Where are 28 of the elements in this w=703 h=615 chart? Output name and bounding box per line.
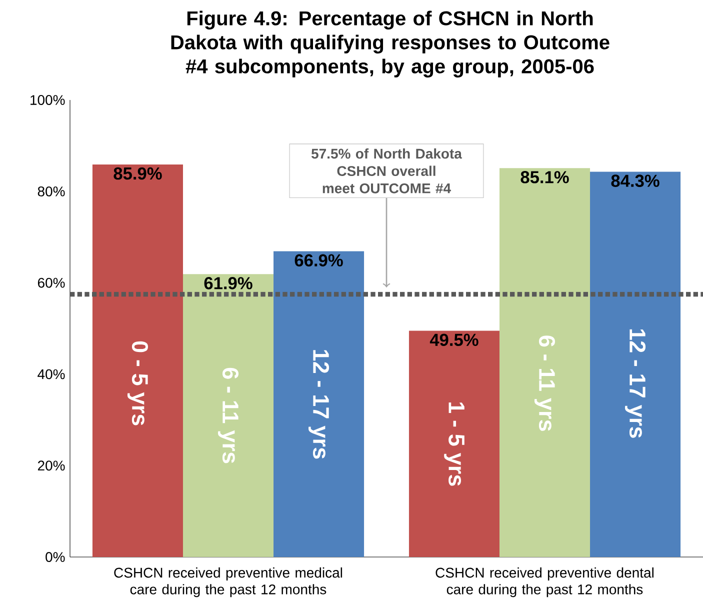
bar — [590, 172, 681, 558]
chart-title: Figure 4.9: Percentage of CSHCN in North Dakota with qualifying responses to Outcome #4 subcomponents, by age group, 2005-06 — [171, 10, 610, 78]
bar — [92, 164, 183, 558]
x-tick-label: CSHCN received preventive dental care during the past 12 months — [436, 567, 654, 598]
bar — [408, 330, 500, 558]
ref-line-label: 57.5% of North Dakota CSHCN overall meet OUTCOME #4 — [311, 148, 462, 194]
y-tick-label: 100% — [30, 95, 65, 105]
y-tick-label: 0% — [46, 552, 65, 562]
data-label: 85.9% — [114, 167, 162, 180]
bar — [499, 168, 590, 558]
bar — [182, 274, 274, 558]
data-label: 66.9% — [294, 254, 343, 266]
bar — [274, 251, 364, 558]
data-label: 49.5% — [430, 334, 478, 346]
annotation: 6 - 11 yrs — [534, 336, 556, 431]
data-label: 84.3% — [611, 174, 660, 187]
y-tick-label: 20% — [38, 460, 65, 471]
y-tick-label: 80% — [38, 186, 65, 196]
x-tick-label: CSHCN received preventive medical care during the past 12 months — [114, 567, 342, 598]
annotation: 12 - 17 yrs — [308, 350, 330, 459]
annotation: 12 - 17 yrs — [625, 329, 646, 438]
y-tick-label: 40% — [38, 369, 65, 380]
data-label: 85.1% — [520, 171, 569, 184]
annotation: 0 - 5 yrs — [127, 341, 148, 426]
annotation: 1 - 5 yrs — [444, 402, 464, 486]
data-label: 61.9% — [204, 277, 252, 290]
annotation: 6 - 11 yrs — [218, 368, 239, 464]
y-tick-label: 60% — [38, 278, 65, 288]
